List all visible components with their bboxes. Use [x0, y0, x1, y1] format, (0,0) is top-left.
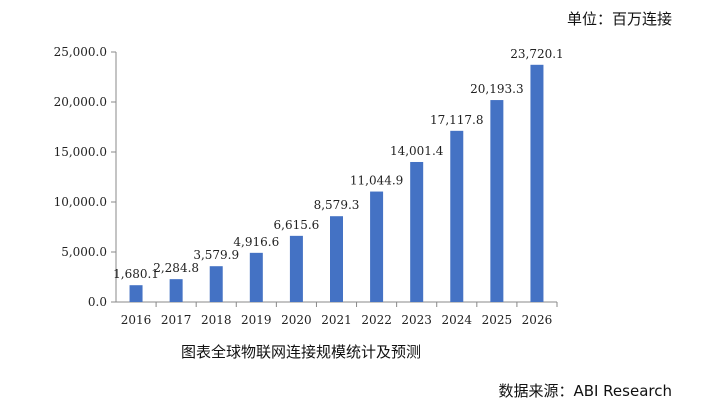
- x-tick-label: 2025: [482, 313, 513, 327]
- bar: [209, 266, 223, 302]
- y-tick-label: 0.0: [88, 295, 107, 309]
- bar: [330, 216, 343, 302]
- x-tick-label: 2024: [441, 313, 472, 327]
- data-source: 数据来源：ABI Research: [498, 382, 672, 400]
- bar: [450, 130, 464, 302]
- data-label: 20,193.3: [470, 82, 523, 96]
- bar: [490, 100, 504, 302]
- x-tick-label: 2018: [201, 313, 232, 327]
- bar: [129, 285, 143, 302]
- x-tick-label: 2023: [401, 313, 432, 327]
- data-label: 23,720.1: [510, 47, 563, 61]
- bar: [530, 64, 544, 302]
- data-label: 11,044.9: [350, 174, 403, 188]
- bar: [410, 161, 424, 302]
- bars: [129, 64, 544, 302]
- data-label: 2,284.8: [153, 261, 199, 275]
- bar-chart: 0.0 5,000.0 10,000.0 15,000.0 20,000.0 25,000…: [54, 45, 564, 327]
- data-label: 1,680.1: [113, 267, 159, 281]
- x-tick-label: 2016: [121, 313, 152, 327]
- bar: [169, 279, 183, 302]
- x-tick-label: 2022: [361, 313, 392, 327]
- x-axis: 2016 2017 2018 2019 2020 2021 2022 2023 2024 2025…: [116, 301, 558, 327]
- data-label: 6,615.6: [274, 218, 320, 232]
- y-axis: 0.0 5,000.0 10,000.0 15,000.0 20,000.0 25,000…: [54, 45, 117, 309]
- data-labels: 1,680.12,284.83,579.94,916.6 6,615.6 8,579…: [113, 47, 564, 281]
- data-label: 17,117.8: [430, 113, 483, 127]
- y-tick-label: 10,000.0: [54, 195, 107, 209]
- bar: [249, 252, 263, 302]
- data-label: 14,001.4: [390, 144, 444, 158]
- x-tick-label: 2026: [522, 313, 553, 327]
- chart-caption: 图表全球物联网连接规模统计及预测: [180, 343, 421, 361]
- bar: [289, 235, 303, 302]
- data-label: 4,916.6: [233, 235, 279, 249]
- y-tick-label: 5,000.0: [61, 245, 107, 259]
- y-tick-label: 25,000.0: [54, 45, 107, 59]
- unit-label: 单位：百万连接: [566, 10, 672, 28]
- data-label: 3,579.9: [193, 248, 239, 262]
- x-tick-label: 2021: [321, 313, 352, 327]
- y-tick-label: 20,000.0: [54, 95, 107, 109]
- x-tick-label: 2019: [241, 313, 272, 327]
- bar: [370, 191, 384, 302]
- y-tick-label: 15,000.0: [54, 145, 107, 159]
- x-tick-label: 2020: [281, 313, 312, 327]
- data-label: 8,579.3: [314, 198, 360, 212]
- x-tick-label: 2017: [161, 313, 192, 327]
